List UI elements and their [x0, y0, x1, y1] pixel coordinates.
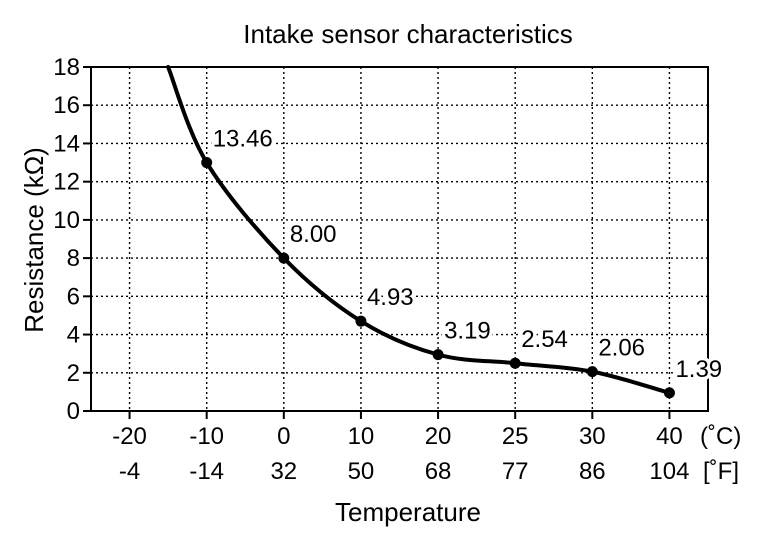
data-point [201, 157, 213, 169]
y-tick-label: 16 [53, 92, 80, 119]
x-unit-fahrenheit: [˚F] [703, 458, 739, 485]
data-point [509, 357, 521, 369]
x-tick-label-f: -4 [119, 458, 140, 485]
y-tick-label: 6 [67, 283, 80, 310]
axes [83, 66, 709, 419]
data-label: 13.46 [213, 126, 273, 153]
y-tick-label: 4 [67, 322, 80, 349]
data-label: 1.39 [675, 356, 722, 383]
chart-title: Intake sensor characteristics [243, 19, 572, 49]
x-tick-label-f: 50 [348, 458, 375, 485]
y-tick-label: 2 [67, 360, 80, 387]
data-point [278, 252, 290, 264]
data-point [432, 349, 444, 361]
tick-labels: 024681012141618-20-4-10-1403210502068257… [53, 54, 689, 485]
y-tick-label: 14 [53, 130, 80, 157]
x-tick-label-f: 77 [502, 458, 529, 485]
data-label: 8.00 [290, 221, 337, 248]
data-point [586, 366, 598, 378]
y-tick-label: 0 [67, 398, 80, 425]
x-tick-label-c: 30 [579, 423, 606, 450]
x-unit-celsius: (˚C) [700, 423, 741, 450]
data-label: 2.06 [598, 335, 645, 362]
y-tick-label: 10 [53, 207, 80, 234]
y-tick-label: 18 [53, 54, 80, 81]
x-axis-label: Temperature [335, 497, 481, 527]
series: 13.46 8.00 4.93 3.19 2.54 2.06 1.39 [166, 65, 726, 399]
x-tick-label-c: -10 [189, 423, 224, 450]
x-tick-label-f: 32 [270, 458, 297, 485]
x-tick-label-f: 68 [425, 458, 452, 485]
x-tick-label-f: 86 [579, 458, 606, 485]
data-label: 4.93 [367, 284, 414, 311]
x-tick-label-f: -14 [189, 458, 224, 485]
series-curve [166, 65, 672, 395]
x-tick-label-c: 40 [656, 423, 683, 450]
plot-frame [90, 66, 709, 412]
x-tick-label-c: 0 [277, 423, 290, 450]
data-point [355, 315, 367, 327]
x-tick-label-f: 104 [649, 458, 689, 485]
y-tick-label: 12 [53, 169, 80, 196]
x-tick-label-c: 25 [502, 423, 529, 450]
data-label: 3.19 [444, 318, 491, 345]
x-tick-label-c: 10 [348, 423, 375, 450]
y-axis-label: Resistance (kΩ) [19, 147, 49, 333]
data-point [663, 387, 675, 399]
y-tick-label: 8 [67, 245, 80, 272]
x-tick-label-c: 20 [425, 423, 452, 450]
data-label: 2.54 [521, 326, 568, 353]
x-tick-label-c: -20 [112, 423, 147, 450]
